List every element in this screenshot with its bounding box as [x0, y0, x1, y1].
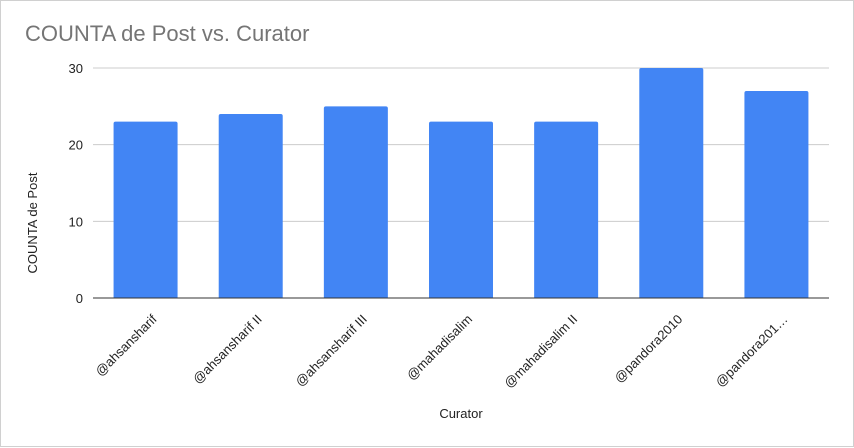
- bar[interactable]: [429, 121, 493, 299]
- x-tick-label: @ahsansharif III: [292, 312, 370, 390]
- bar[interactable]: [744, 91, 809, 298]
- y-tick-label: 0: [76, 291, 83, 306]
- x-tick-label: @mahadisalim: [404, 312, 476, 384]
- bar[interactable]: [218, 114, 283, 298]
- x-axis-label: Curator: [439, 406, 483, 421]
- x-tick-label: @pandora201…: [712, 312, 790, 390]
- x-tick-label: @pandora2010: [611, 312, 685, 386]
- y-axis-label: COUNTA de Post: [25, 172, 40, 273]
- x-tick-label: @mahadisalim II: [501, 312, 580, 391]
- x-tick-label: @ahsansharif: [92, 311, 160, 379]
- chart-title: COUNTA de Post vs. Curator: [25, 21, 309, 46]
- x-tick-label: @ahsansharif II: [190, 312, 265, 387]
- bar[interactable]: [534, 121, 599, 299]
- bar[interactable]: [113, 121, 178, 299]
- bar[interactable]: [323, 106, 388, 298]
- y-tick-label: 20: [69, 138, 83, 153]
- y-tick-label: 10: [69, 214, 83, 229]
- bar[interactable]: [639, 68, 704, 298]
- y-tick-label: 30: [69, 61, 83, 76]
